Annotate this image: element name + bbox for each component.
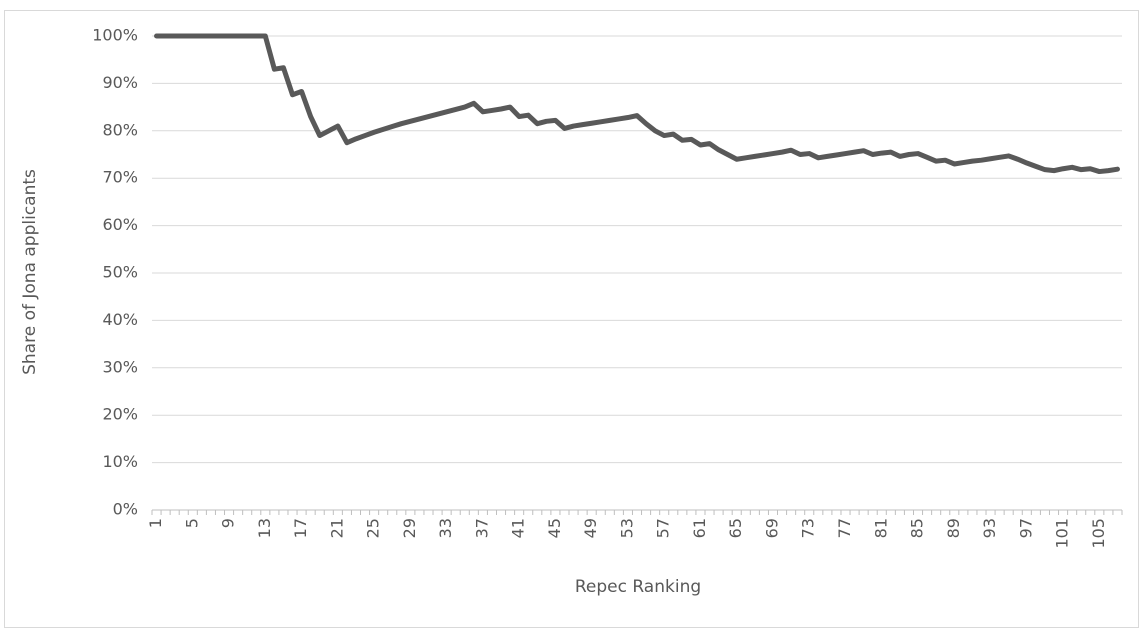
x-tick-label: 61 bbox=[690, 518, 709, 538]
x-tick-label: 9 bbox=[219, 518, 238, 528]
x-tick-label: 33 bbox=[436, 518, 455, 538]
y-tick-label: 100% bbox=[92, 26, 138, 45]
y-tick-label: 90% bbox=[102, 73, 138, 92]
x-tick-label: 85 bbox=[908, 518, 927, 538]
x-tick-label: 101 bbox=[1053, 518, 1072, 549]
x-tick-label: 1 bbox=[146, 518, 165, 528]
chart-border bbox=[4, 10, 1139, 628]
x-tick-label: 97 bbox=[1016, 518, 1035, 538]
y-tick-label: 70% bbox=[102, 168, 138, 187]
x-tick-label: 57 bbox=[654, 518, 673, 538]
x-tick-label: 53 bbox=[617, 518, 636, 538]
x-tick-label: 65 bbox=[726, 518, 745, 538]
x-tick-label: 77 bbox=[835, 518, 854, 538]
y-tick-label: 0% bbox=[113, 500, 138, 519]
x-tick-label: 13 bbox=[255, 518, 274, 538]
y-tick-label: 60% bbox=[102, 215, 138, 234]
y-tick-label: 80% bbox=[102, 120, 138, 139]
x-tick-label: 45 bbox=[545, 518, 564, 538]
x-tick-label: 89 bbox=[944, 518, 963, 538]
x-tick-label: 81 bbox=[871, 518, 890, 538]
x-tick-label: 69 bbox=[762, 518, 781, 538]
x-tick-label: 29 bbox=[400, 518, 419, 538]
y-tick-label: 40% bbox=[102, 310, 138, 329]
y-tick-label: 30% bbox=[102, 357, 138, 376]
x-tick-label: 37 bbox=[472, 518, 491, 538]
y-axis-title: Share of Jona applicants bbox=[20, 169, 40, 375]
x-tick-label: 17 bbox=[291, 518, 310, 538]
x-tick-label: 49 bbox=[581, 518, 600, 538]
x-tick-label: 5 bbox=[182, 518, 201, 528]
x-tick-label: 93 bbox=[980, 518, 999, 538]
data-line bbox=[154, 33, 1120, 175]
x-tick-label: 73 bbox=[799, 518, 818, 538]
x-axis-title: Repec Ranking bbox=[575, 577, 701, 597]
y-tick-label: 20% bbox=[102, 405, 138, 424]
y-tick-label: 50% bbox=[102, 263, 138, 282]
x-tick-label: 25 bbox=[364, 518, 383, 538]
y-tick-label: 10% bbox=[102, 452, 138, 471]
x-tick-label: 105 bbox=[1089, 518, 1108, 549]
x-tick-label: 41 bbox=[509, 518, 528, 538]
x-tick-label: 21 bbox=[327, 518, 346, 538]
